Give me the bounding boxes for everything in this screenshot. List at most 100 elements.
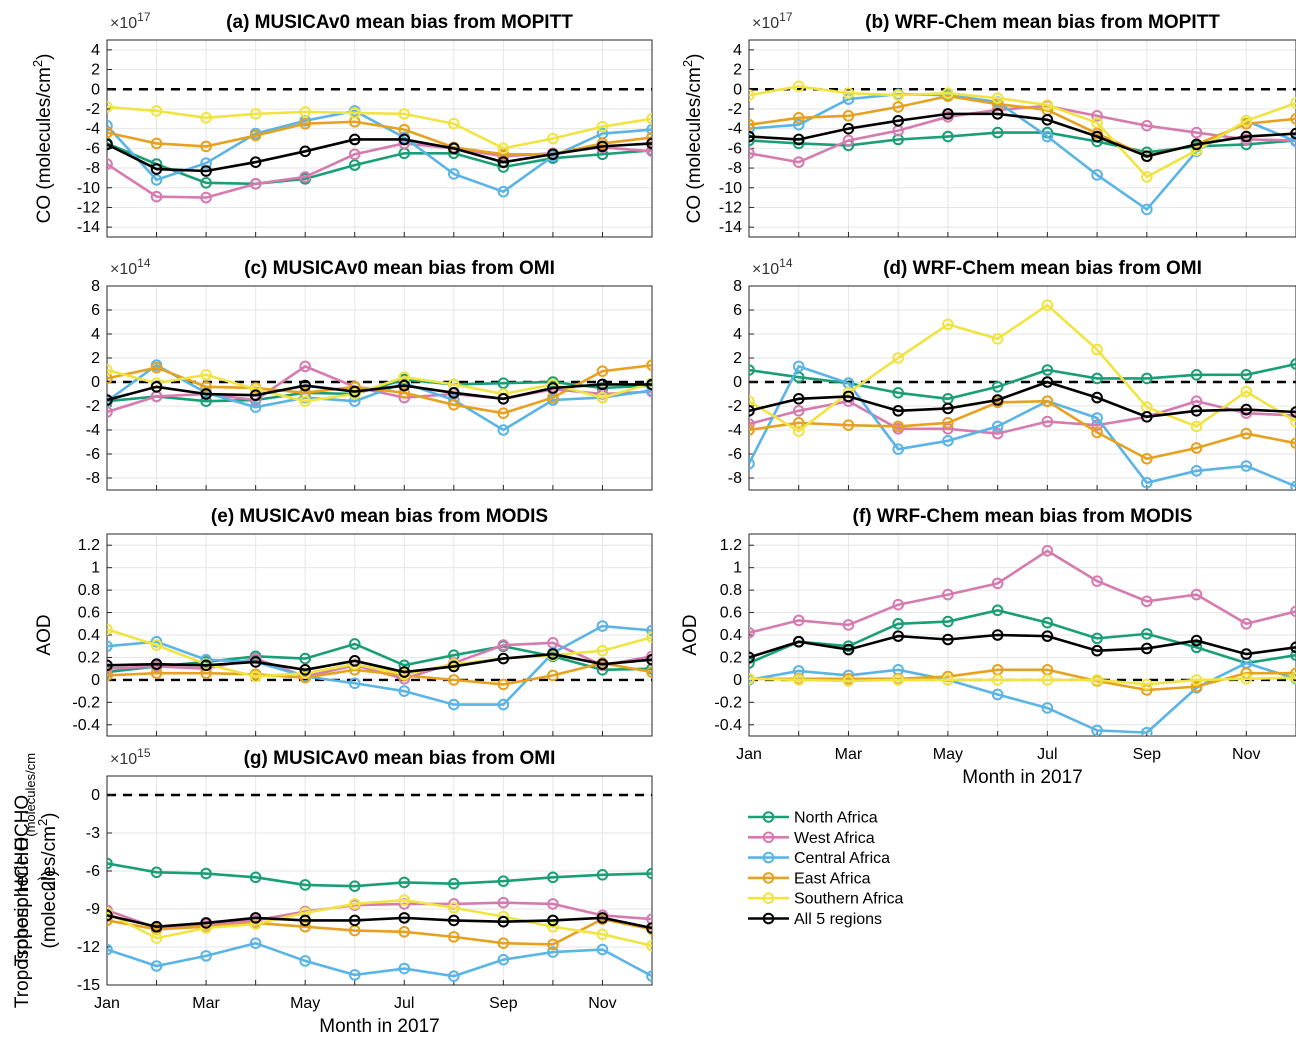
data-point (448, 387, 460, 399)
series-central-africa (749, 360, 1296, 490)
legend-marker (762, 851, 775, 864)
data-point (1041, 616, 1054, 629)
data-point (991, 674, 1004, 686)
y-tick-label: -0.4 (714, 717, 742, 734)
data-point (596, 912, 609, 924)
series-central-africa (107, 937, 652, 982)
data-point (1141, 678, 1153, 691)
data-point (398, 685, 411, 697)
data-point (150, 137, 163, 150)
data-point (107, 364, 113, 376)
data-point (398, 379, 411, 392)
data-point (299, 387, 311, 399)
y-tick-label: -2 (728, 101, 742, 118)
y-tick-label: -8 (86, 160, 100, 177)
legend-label: East Africa (794, 870, 871, 887)
data-point (942, 615, 954, 628)
data-point (497, 937, 510, 950)
data-point (249, 129, 262, 142)
data-point (1091, 644, 1103, 657)
data-point (200, 177, 212, 189)
data-point (107, 158, 113, 170)
data-point (348, 385, 361, 398)
y-tick-label: 2 (91, 62, 100, 79)
x-axis-label: Month in 2017 (962, 767, 1082, 788)
data-point (1041, 364, 1054, 376)
data-point (991, 420, 1004, 433)
data-point (1091, 412, 1103, 424)
y-tick-label: 1 (733, 560, 742, 577)
series-all-5-regions (749, 376, 1296, 423)
series-line (107, 917, 652, 946)
data-point (249, 918, 262, 931)
series-southern-africa (107, 101, 652, 155)
data-point (107, 659, 113, 672)
data-point (942, 588, 954, 601)
data-point (892, 405, 904, 417)
legend-label: West Africa (794, 830, 875, 847)
data-point (348, 159, 361, 171)
y-tick-label: 0 (91, 787, 100, 804)
data-point (150, 920, 163, 933)
grid (106, 534, 653, 736)
data-point (991, 427, 1004, 440)
y-tick-label: -6 (86, 863, 100, 880)
y-axis-label: CO (molecules/cm2) (680, 54, 705, 224)
series-line (107, 105, 652, 150)
series-line (107, 383, 652, 402)
y-tick-label: 4 (91, 42, 100, 59)
series-line (749, 668, 1296, 692)
data-point (1141, 595, 1153, 608)
series-line (107, 624, 652, 706)
axes-frame (106, 775, 653, 986)
data-point (942, 633, 954, 646)
data-point (596, 658, 609, 670)
x-tick-label: May (290, 995, 320, 1012)
data-point (448, 399, 460, 411)
series-line (107, 898, 652, 948)
y-axis-label-line1: Tropospheric HCHO (12, 795, 33, 966)
data-point (596, 644, 609, 657)
y-tick-label: -14 (77, 219, 100, 236)
data-point (398, 371, 411, 384)
series-line (107, 652, 652, 674)
data-point (892, 674, 904, 686)
data-point (497, 875, 510, 887)
data-point (200, 381, 212, 393)
data-point (107, 640, 113, 653)
data-point (942, 108, 954, 120)
data-point (398, 894, 411, 906)
series-all-5-regions (107, 133, 652, 177)
data-point (1041, 702, 1054, 714)
x-tick-label: Mar (835, 746, 863, 763)
data-point (892, 114, 904, 127)
data-point (596, 869, 609, 881)
series-central-africa (107, 620, 652, 711)
data-point (942, 130, 954, 143)
data-point (1190, 442, 1203, 454)
data-point (497, 652, 510, 665)
data-point (1240, 114, 1253, 127)
panel-d: 8 6 4 2 0 -2 -4 -6 -8 (d) WRF-Chem mean bias from… (728, 256, 1296, 491)
legend-item: All 5 regions (748, 911, 882, 928)
data-point (249, 652, 262, 665)
x-tick-label: Jan (94, 995, 120, 1012)
data-point (842, 87, 855, 99)
series-all-5-regions (107, 648, 652, 678)
data-point (497, 377, 510, 390)
legend-label: Central Africa (794, 850, 890, 867)
data-point (646, 913, 652, 925)
data-point (892, 617, 904, 630)
data-point (299, 914, 311, 927)
data-point (299, 106, 311, 118)
plot-area (107, 776, 652, 985)
data-point (749, 118, 755, 131)
data-point (299, 663, 311, 676)
series-line (107, 142, 652, 186)
data-point (792, 393, 805, 405)
y-tick-label: 1 (91, 560, 100, 577)
data-point (1190, 405, 1203, 417)
series-line (749, 549, 1296, 635)
y-tick-label: -4 (728, 121, 742, 138)
data-point (646, 970, 652, 982)
